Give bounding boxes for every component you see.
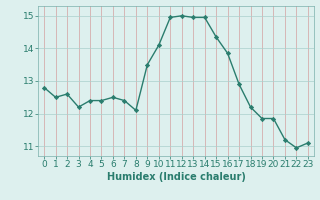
X-axis label: Humidex (Indice chaleur): Humidex (Indice chaleur): [107, 172, 245, 182]
